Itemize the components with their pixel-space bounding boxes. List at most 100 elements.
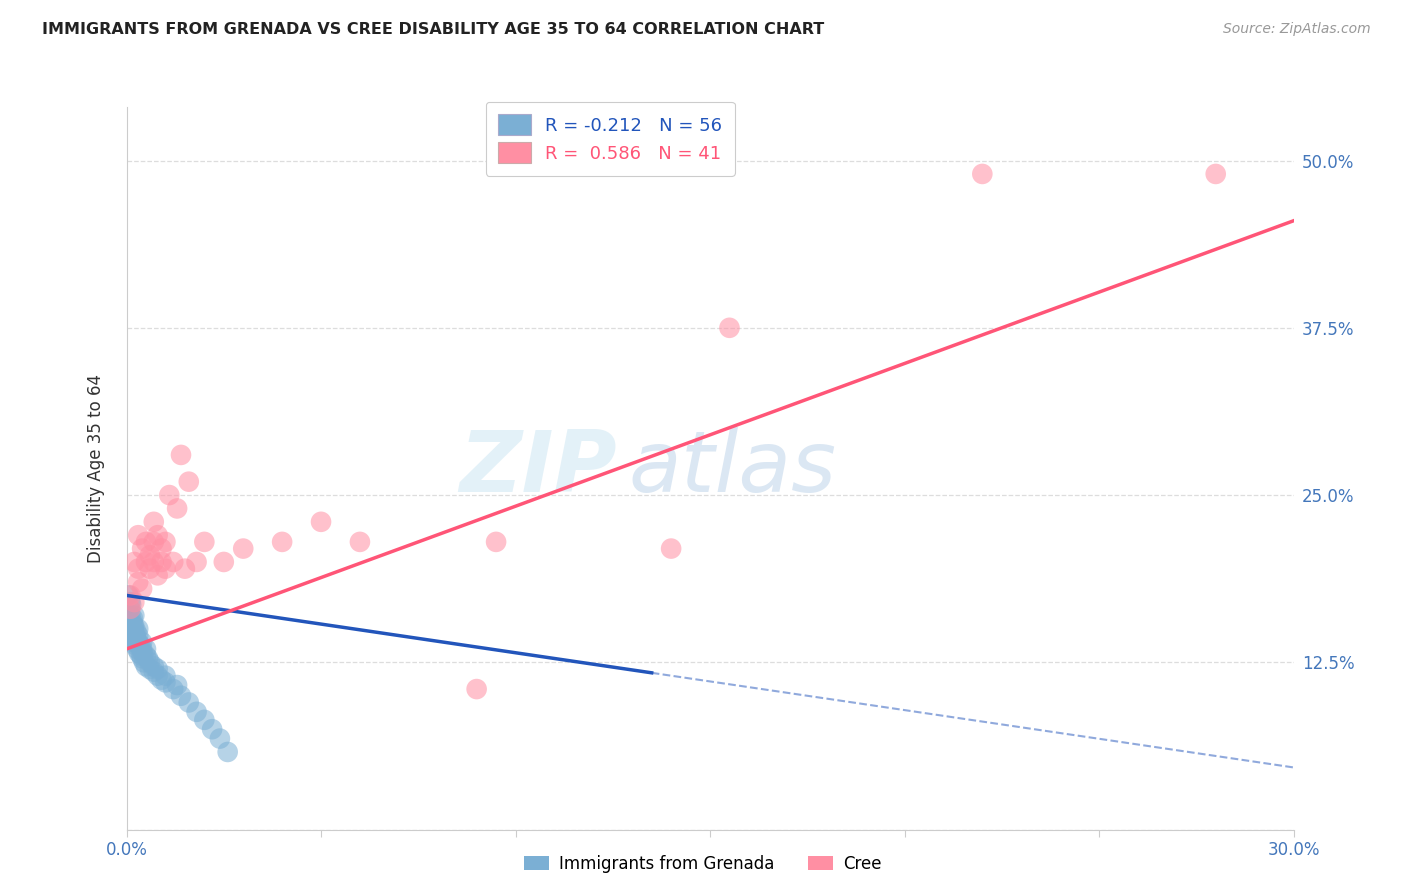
Point bbox=[122, 632, 145, 647]
Point bbox=[186, 555, 208, 569]
Point bbox=[162, 682, 184, 697]
Point bbox=[142, 665, 165, 679]
Point bbox=[120, 589, 142, 603]
Point bbox=[139, 662, 162, 676]
Y-axis label: Disability Age 35 to 64: Disability Age 35 to 64 bbox=[87, 374, 105, 563]
Point bbox=[120, 595, 142, 609]
Point bbox=[127, 638, 149, 652]
Point bbox=[121, 624, 143, 639]
Text: atlas: atlas bbox=[628, 426, 837, 510]
Point bbox=[120, 608, 142, 623]
Point bbox=[135, 659, 157, 673]
Point bbox=[349, 535, 371, 549]
Text: Source: ZipAtlas.com: Source: ZipAtlas.com bbox=[1223, 22, 1371, 37]
Point bbox=[135, 642, 157, 657]
Point bbox=[232, 541, 254, 556]
Point bbox=[150, 673, 173, 687]
Point bbox=[120, 598, 142, 612]
Point bbox=[121, 629, 143, 643]
Point bbox=[127, 562, 149, 576]
Point bbox=[125, 642, 148, 657]
Point bbox=[155, 535, 177, 549]
Point bbox=[972, 167, 994, 181]
Point bbox=[124, 555, 146, 569]
Point bbox=[135, 648, 157, 663]
Point bbox=[142, 515, 165, 529]
Point bbox=[124, 595, 146, 609]
Point bbox=[131, 651, 153, 665]
Point bbox=[129, 638, 152, 652]
Point bbox=[659, 541, 682, 556]
Point bbox=[193, 535, 215, 549]
Point bbox=[155, 562, 177, 576]
Point bbox=[139, 562, 162, 576]
Point bbox=[132, 646, 155, 660]
Point bbox=[465, 682, 488, 697]
Point bbox=[120, 615, 142, 630]
Point bbox=[131, 642, 153, 657]
Point bbox=[131, 635, 153, 649]
Point bbox=[150, 541, 173, 556]
Point bbox=[127, 622, 149, 636]
Point bbox=[139, 548, 162, 563]
Point bbox=[128, 646, 150, 660]
Point bbox=[174, 562, 197, 576]
Point bbox=[131, 582, 153, 596]
Point bbox=[117, 589, 139, 603]
Point bbox=[155, 675, 177, 690]
Point bbox=[124, 629, 146, 643]
Point bbox=[131, 541, 153, 556]
Point bbox=[120, 622, 142, 636]
Point bbox=[177, 475, 200, 489]
Point bbox=[139, 655, 162, 669]
Point bbox=[170, 448, 193, 462]
Point bbox=[136, 651, 159, 665]
Point bbox=[201, 723, 224, 737]
Point bbox=[170, 689, 193, 703]
Point bbox=[146, 669, 169, 683]
Point bbox=[166, 678, 188, 692]
Point bbox=[127, 629, 149, 643]
Point bbox=[162, 555, 184, 569]
Legend: Immigrants from Grenada, Cree: Immigrants from Grenada, Cree bbox=[517, 848, 889, 880]
Point bbox=[122, 619, 145, 633]
Point bbox=[124, 624, 146, 639]
Point bbox=[208, 731, 231, 746]
Point bbox=[127, 635, 149, 649]
Point bbox=[124, 608, 146, 623]
Point bbox=[271, 535, 294, 549]
Point bbox=[146, 662, 169, 676]
Point bbox=[155, 669, 177, 683]
Point bbox=[146, 568, 169, 582]
Point bbox=[177, 696, 200, 710]
Point bbox=[142, 535, 165, 549]
Point bbox=[131, 648, 153, 663]
Point bbox=[146, 528, 169, 542]
Point bbox=[157, 488, 180, 502]
Point bbox=[127, 575, 149, 590]
Point bbox=[309, 515, 332, 529]
Point bbox=[132, 655, 155, 669]
Point bbox=[718, 321, 741, 335]
Point bbox=[217, 745, 239, 759]
Point bbox=[121, 615, 143, 630]
Point bbox=[135, 555, 157, 569]
Legend: R = -0.212   N = 56, R =  0.586   N = 41: R = -0.212 N = 56, R = 0.586 N = 41 bbox=[485, 102, 735, 176]
Point bbox=[193, 713, 215, 727]
Point bbox=[150, 555, 173, 569]
Point bbox=[142, 659, 165, 673]
Point bbox=[118, 602, 141, 616]
Text: IMMIGRANTS FROM GRENADA VS CREE DISABILITY AGE 35 TO 64 CORRELATION CHART: IMMIGRANTS FROM GRENADA VS CREE DISABILI… bbox=[42, 22, 824, 37]
Point bbox=[186, 705, 208, 719]
Point bbox=[142, 555, 165, 569]
Point bbox=[121, 611, 143, 625]
Point bbox=[485, 535, 508, 549]
Point bbox=[1205, 167, 1227, 181]
Point bbox=[135, 535, 157, 549]
Point bbox=[124, 638, 146, 652]
Point bbox=[124, 635, 146, 649]
Point bbox=[124, 619, 146, 633]
Point bbox=[166, 501, 188, 516]
Point bbox=[127, 528, 149, 542]
Point bbox=[125, 624, 148, 639]
